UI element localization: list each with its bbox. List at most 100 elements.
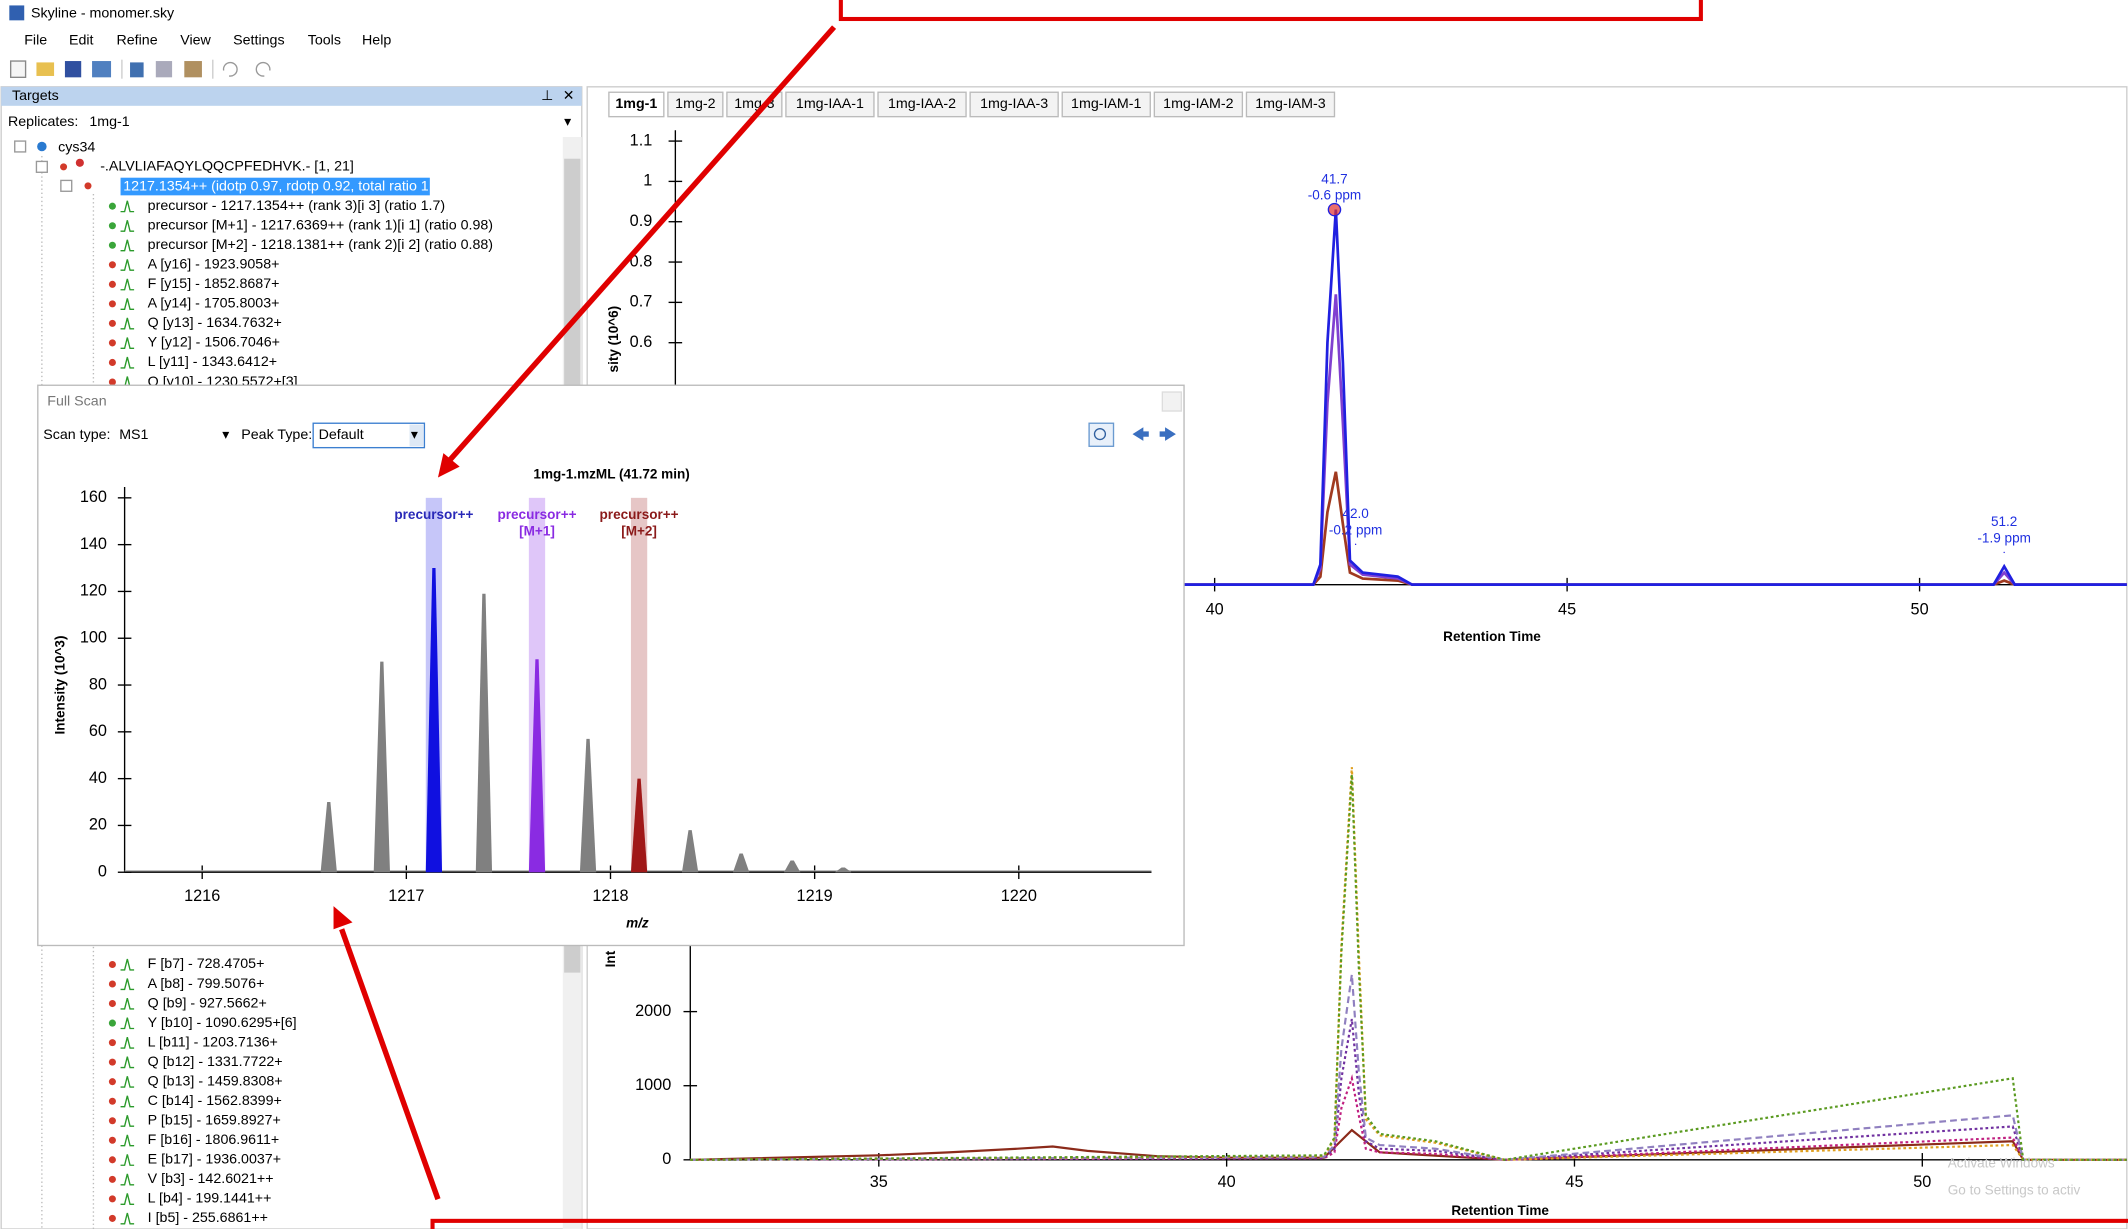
tree-item[interactable]: V [b3] - 142.6021++: [148, 1171, 274, 1187]
peak: [681, 830, 699, 873]
status-dot: [108, 1156, 116, 1164]
tab-label[interactable]: 1mg-IAM-1: [1071, 96, 1141, 112]
tree-item[interactable]: E [b17] - 1936.0037+: [148, 1152, 281, 1168]
new-icon[interactable]: [9, 60, 27, 78]
menu-item[interactable]: Tools: [308, 32, 341, 48]
undo-icon[interactable]: [222, 61, 238, 77]
cut-icon[interactable]: [130, 62, 144, 78]
menu-item[interactable]: View: [180, 32, 211, 48]
transition-icon: [120, 278, 135, 291]
tab[interactable]: [667, 91, 724, 118]
prev-button[interactable]: [1132, 427, 1149, 441]
open-icon[interactable]: [36, 62, 55, 76]
tree-item[interactable]: F [b16] - 1806.9611+: [148, 1132, 280, 1148]
status-dot: [108, 280, 116, 288]
menu-item[interactable]: File: [24, 32, 47, 48]
transition-icon: [120, 1212, 135, 1225]
redo-icon[interactable]: [255, 61, 271, 77]
tree-item[interactable]: precursor - 1217.1354++ (rank 3)[i 3] (r…: [148, 198, 445, 214]
tree-item[interactable]: F [y15] - 1852.8687+: [148, 276, 280, 292]
tab[interactable]: [969, 91, 1059, 118]
transition-icon: [120, 978, 135, 991]
replicate-combo[interactable]: [84, 110, 578, 134]
tab[interactable]: [1153, 91, 1244, 118]
menu-item[interactable]: Edit: [69, 32, 94, 48]
publish-icon[interactable]: [92, 61, 112, 78]
pin-button[interactable]: ⊥: [541, 88, 553, 104]
transition-icon: [120, 1037, 135, 1049]
tab[interactable]: [1061, 91, 1151, 118]
tab-label[interactable]: 1mg-IAM-3: [1255, 96, 1325, 112]
y-tick-label: 0.7: [630, 293, 653, 311]
tree-item[interactable]: L [y11] - 1343.6412+: [148, 354, 277, 370]
tree-item[interactable]: Q [b13] - 1459.8308+: [148, 1073, 283, 1089]
tree-item-selected[interactable]: 1217.1354++ (idotp 0.97, rdotp 0.92, tot…: [123, 178, 453, 194]
tree-item[interactable]: A [y16] - 1923.9058+: [148, 257, 280, 273]
tree-item[interactable]: cys34: [58, 140, 95, 156]
tree-item[interactable]: -.ALVLIAFAQYLQQCPFEDHVK.- [1, 21]: [100, 159, 354, 175]
status-dot: [108, 1000, 116, 1008]
paste-icon[interactable]: [184, 61, 202, 78]
tab[interactable]: [608, 91, 665, 118]
tab-label[interactable]: 1mg-IAM-2: [1163, 96, 1233, 112]
status-dot: [108, 1195, 116, 1203]
replicate-value[interactable]: 1mg-1: [89, 114, 129, 130]
tree-item[interactable]: Q [y13] - 1634.7632+: [148, 315, 282, 331]
tab[interactable]: [877, 91, 967, 118]
tab-label[interactable]: 1mg-IAA-3: [980, 96, 1048, 112]
full-scan-close[interactable]: [1161, 391, 1183, 412]
peak: [784, 860, 801, 873]
menu-item[interactable]: Refine: [116, 32, 157, 48]
status-dot: [108, 300, 116, 308]
peak-type-combo[interactable]: [312, 422, 426, 449]
x-tick-label: 50: [1913, 1173, 1931, 1191]
tree-item[interactable]: I [b5] - 255.6861++: [148, 1210, 268, 1226]
scan-type-value[interactable]: MS1: [119, 427, 148, 443]
peak-type-arrow[interactable]: [409, 424, 424, 447]
menu-item[interactable]: Help: [362, 32, 391, 48]
scan-type-arrow[interactable]: ▾: [222, 427, 229, 443]
tab-label[interactable]: 1mg-IAA-1: [796, 96, 864, 112]
status-dot: [108, 1136, 116, 1144]
tab[interactable]: [785, 91, 875, 118]
y-tick-label: 60: [89, 722, 107, 740]
menu-item[interactable]: Settings: [233, 32, 284, 48]
tree-item[interactable]: C [b14] - 1562.8399+: [148, 1093, 282, 1109]
tree-item[interactable]: precursor [M+2] - 1218.1381++ (rank 2)[i…: [148, 237, 493, 253]
tree-item[interactable]: Q [b12] - 1331.7722+: [148, 1054, 283, 1070]
transition-icon: [120, 1173, 135, 1186]
tree-item[interactable]: precursor [M+1] - 1217.6369++ (rank 1)[i…: [148, 217, 493, 233]
tree-item[interactable]: L [b11] - 1203.7136+: [148, 1034, 278, 1050]
transition-icon: [120, 1134, 135, 1147]
tree-item[interactable]: L [b4] - 199.1441++: [148, 1191, 272, 1207]
tree-item[interactable]: Y [b10] - 1090.6295+[6]: [148, 1015, 297, 1031]
copy-icon[interactable]: [155, 61, 173, 78]
status-dot: [108, 202, 116, 210]
transition-icon: [120, 1095, 135, 1108]
panel-title: Targets: [12, 88, 59, 104]
zoom-button[interactable]: [1088, 422, 1115, 447]
tree-item[interactable]: A [y14] - 1705.8003+: [148, 296, 280, 312]
tree-item[interactable]: F [b7] - 728.4705+: [148, 956, 265, 972]
save-icon[interactable]: [64, 61, 82, 78]
tree-item[interactable]: Q [b9] - 927.5662+: [148, 995, 267, 1011]
x-tick-label: 1220: [1001, 887, 1037, 905]
tab-label[interactable]: 1mg-2: [675, 96, 715, 112]
combo-arrow[interactable]: ▾: [564, 114, 571, 130]
next-button[interactable]: [1159, 427, 1176, 441]
replicate-tabs: 1mg-1 1mg-2 1mg-3 1mg-IAA-1 1mg-IAA-2 1mg-IAA…: [608, 91, 1336, 118]
peptide-icon: [75, 158, 84, 167]
tab[interactable]: [1245, 91, 1336, 118]
tree-item[interactable]: Y [y12] - 1506.7046+: [148, 335, 280, 351]
tree-item[interactable]: A [b8] - 799.5076+: [148, 976, 265, 992]
tab-label[interactable]: 1mg-IAA-2: [888, 96, 956, 112]
peak-type-value[interactable]: Default: [319, 427, 364, 443]
tab-label[interactable]: 1mg-1: [615, 96, 657, 112]
transition-icon: [120, 259, 135, 271]
transition-icon: [120, 337, 135, 350]
close-button[interactable]: ✕: [563, 88, 575, 104]
tree-item[interactable]: P [b15] - 1659.8927+: [148, 1113, 281, 1129]
y-axis-label: sity (10^6): [606, 306, 621, 373]
scan-type-combo[interactable]: [115, 423, 236, 447]
